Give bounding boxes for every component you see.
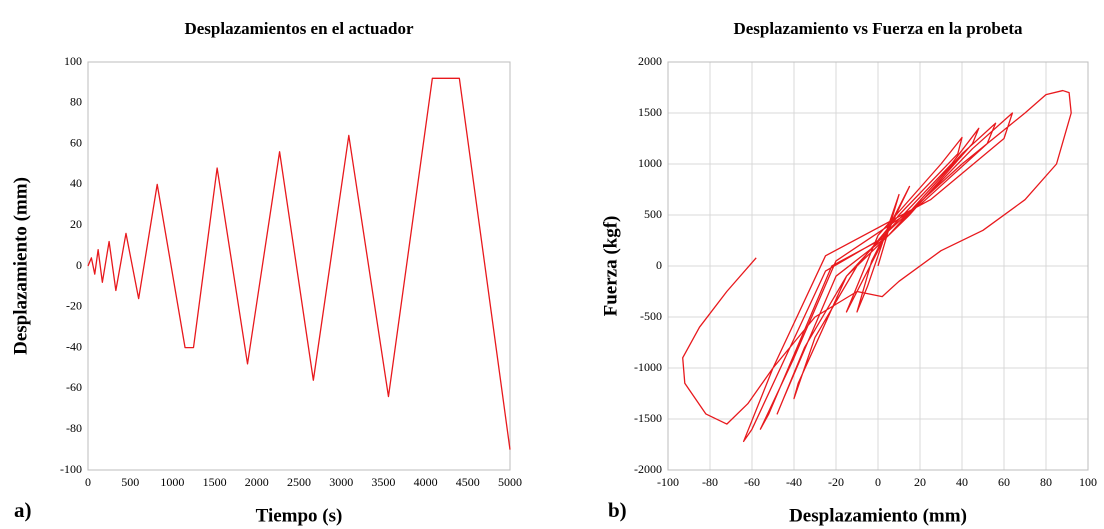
x-tick-label: -40 (786, 475, 802, 489)
data-line (682, 89, 1072, 443)
y-tick-label: -100 (60, 462, 82, 476)
chart-title: Desplazamiento vs Fuerza en la probeta (733, 19, 1023, 38)
y-tick-label: -1500 (634, 411, 662, 425)
x-tick-label: 0 (85, 475, 91, 489)
y-tick-label: -500 (640, 309, 662, 323)
y-tick-label: -80 (66, 421, 82, 435)
plot-frame (667, 61, 1089, 471)
y-tick-label: 1000 (638, 156, 662, 170)
x-tick-label: 500 (121, 475, 139, 489)
x-tick-label: 1500 (203, 475, 227, 489)
x-tick-label: 100 (1079, 475, 1097, 489)
y-tick-label: 100 (64, 54, 82, 68)
x-tick-label: 20 (914, 475, 926, 489)
y-tick-label: 0 (656, 258, 662, 272)
y-tick-label: -1000 (634, 360, 662, 374)
y-axis-label: Fuerza (kgf) (600, 216, 621, 317)
chart-title: Desplazamientos en el actuador (184, 19, 413, 38)
y-tick-label: 60 (70, 135, 82, 149)
y-tick-label: 40 (70, 176, 82, 190)
y-tick-label: 20 (70, 217, 82, 231)
y-tick-label: 0 (76, 258, 82, 272)
y-tick-label: -2000 (634, 462, 662, 476)
x-tick-label: 60 (998, 475, 1010, 489)
x-tick-label: -80 (702, 475, 718, 489)
plot-frame (87, 61, 511, 471)
x-tick-label: 3500 (371, 475, 395, 489)
y-tick-label: -60 (66, 380, 82, 394)
y-tick-label: 500 (644, 207, 662, 221)
x-tick-label: 40 (956, 475, 968, 489)
x-tick-label: -60 (744, 475, 760, 489)
x-tick-label: -20 (828, 475, 844, 489)
x-tick-label: 1000 (160, 475, 184, 489)
x-axis-label: Desplazamiento (mm) (789, 505, 967, 526)
x-tick-label: 5000 (498, 475, 522, 489)
x-tick-label: 2000 (245, 475, 269, 489)
x-tick-label: 80 (1040, 475, 1052, 489)
x-tick-label: -100 (657, 475, 679, 489)
y-tick-label: 2000 (638, 54, 662, 68)
y-tick-label: -20 (66, 299, 82, 313)
y-tick-label: 1500 (638, 105, 662, 119)
y-tick-label: 80 (70, 95, 82, 109)
x-tick-label: 4500 (456, 475, 480, 489)
y-axis-label: Desplazamiento (mm) (10, 177, 31, 355)
panel-label: b) (608, 498, 627, 522)
data-line (87, 77, 511, 450)
x-tick-label: 0 (875, 475, 881, 489)
x-tick-label: 2500 (287, 475, 311, 489)
x-axis-label: Tiempo (s) (256, 505, 343, 526)
x-tick-label: 3000 (329, 475, 353, 489)
x-tick-label: 4000 (414, 475, 438, 489)
panel-label: a) (14, 498, 32, 522)
y-tick-label: -40 (66, 339, 82, 353)
